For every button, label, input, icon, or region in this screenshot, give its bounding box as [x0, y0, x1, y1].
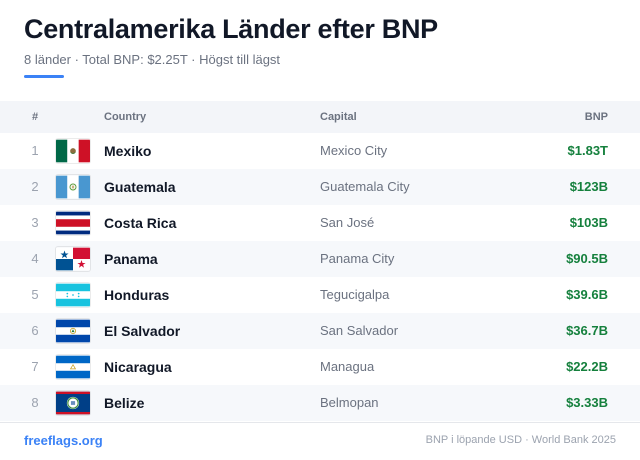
row-rank: 8	[31, 395, 39, 410]
mexico-flag-icon	[56, 139, 90, 163]
row-capital: Managua	[320, 359, 375, 374]
column-header-country: Country	[104, 111, 147, 123]
page-subtitle: 8 länder · Total BNP: $2.25T · Högst til…	[24, 52, 281, 67]
row-gdp: $39.6B	[566, 287, 608, 302]
row-capital: San José	[320, 215, 375, 230]
row-rank: 2	[31, 179, 39, 194]
row-rank: 5	[31, 287, 39, 302]
row-country: Honduras	[104, 287, 170, 303]
row-capital: Mexico City	[320, 143, 388, 158]
row-rank: 4	[31, 251, 39, 266]
footer-brand-link[interactable]: freeflags.org	[24, 433, 103, 448]
table-row: 6 El Salvador San Salvador $36.7B	[0, 313, 640, 349]
table-row: 5 Honduras Tegucigalpa $39.6B	[0, 277, 640, 313]
nicaragua-flag-icon	[56, 355, 90, 379]
page-title: Centralamerika Länder efter BNP	[24, 14, 438, 44]
table-row: 2 Guatemala Guatemala City $123B	[0, 169, 640, 205]
row-capital: Tegucigalpa	[320, 287, 390, 302]
belize-flag-icon	[56, 391, 90, 415]
row-capital: Panama City	[320, 251, 395, 266]
row-gdp: $36.7B	[566, 323, 608, 338]
title-accent-bar	[24, 75, 64, 78]
gdp-table: # Country Capital BNP 1 Mexiko Mexico Ci…	[0, 101, 640, 421]
row-gdp: $3.33B	[566, 395, 608, 410]
row-rank: 3	[31, 215, 39, 230]
row-capital: Belmopan	[320, 395, 379, 410]
row-gdp: $103B	[569, 215, 608, 230]
guatemala-flag-icon	[56, 175, 90, 199]
row-gdp: $22.2B	[566, 359, 608, 374]
row-country: Nicaragua	[104, 359, 172, 375]
table-row: 4 Panama Panama City $90.5B	[0, 241, 640, 277]
table-row: 1 Mexiko Mexico City $1.83T	[0, 133, 640, 169]
table-row: 7 Nicaragua Managua $22.2B	[0, 349, 640, 385]
row-country: Panama	[104, 251, 158, 267]
row-capital: San Salvador	[320, 323, 399, 338]
el-salvador-flag-icon	[56, 319, 90, 343]
footer-divider	[0, 422, 640, 423]
table-header: # Country Capital BNP	[0, 101, 640, 133]
row-country: Costa Rica	[104, 215, 177, 231]
row-rank: 6	[31, 323, 39, 338]
column-header-gdp: BNP	[584, 111, 608, 123]
table-row: 8 Belize Belmopan $3.33B	[0, 385, 640, 421]
row-gdp: $123B	[569, 179, 608, 194]
column-header-rank: #	[31, 111, 39, 123]
table-row: 3 Costa Rica San José $103B	[0, 205, 640, 241]
row-rank: 7	[31, 359, 39, 374]
row-gdp: $90.5B	[566, 251, 608, 266]
row-country: Belize	[104, 395, 145, 411]
row-gdp: $1.83T	[567, 143, 608, 158]
column-header-capital: Capital	[320, 111, 357, 123]
row-capital: Guatemala City	[320, 179, 410, 194]
row-rank: 1	[31, 143, 39, 158]
panama-flag-icon	[56, 247, 90, 271]
row-country: Mexiko	[104, 143, 152, 159]
costa-rica-flag-icon	[56, 211, 90, 235]
footer-source-note: BNP i löpande USD · World Bank 2025	[425, 434, 616, 446]
page-header: Centralamerika Länder efter BNP 8 länder…	[24, 12, 616, 78]
row-country: Guatemala	[104, 179, 176, 195]
honduras-flag-icon	[56, 283, 90, 307]
row-country: El Salvador	[104, 323, 181, 339]
